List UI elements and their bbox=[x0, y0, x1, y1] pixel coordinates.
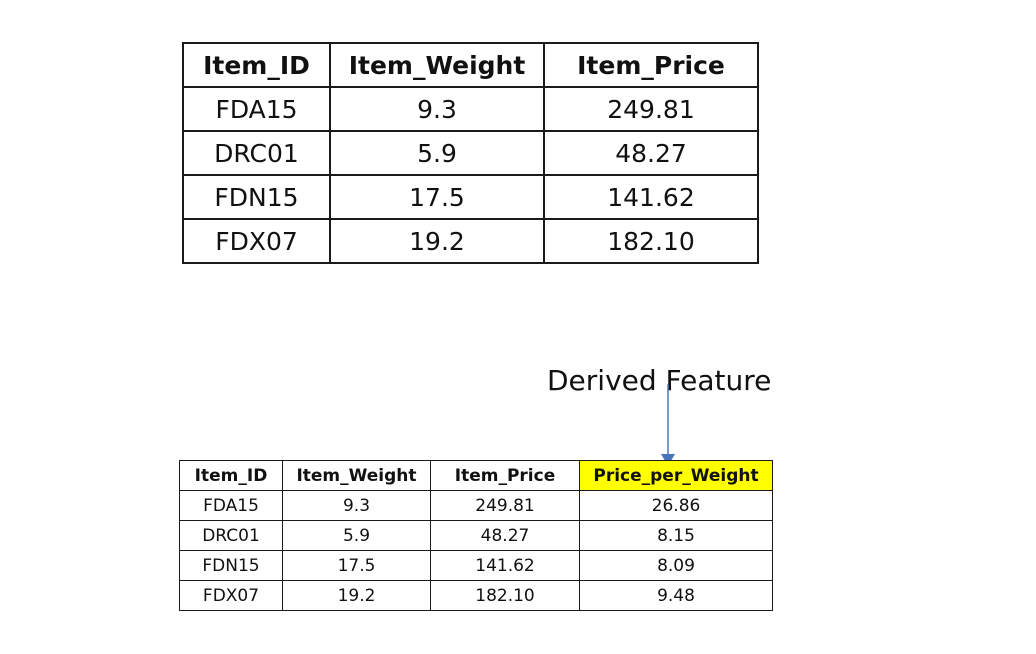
table-row: FDA15 9.3 249.81 bbox=[182, 86, 759, 132]
cell-item-id: DRC01 bbox=[182, 130, 331, 176]
table-row: FDN15 17.5 141.62 bbox=[182, 174, 759, 220]
cell-item-weight: 9.3 bbox=[282, 490, 431, 521]
cell-item-price: 182.10 bbox=[430, 580, 580, 611]
original-table: Item_ID Item_Weight Item_Price FDA15 9.3… bbox=[182, 42, 759, 264]
derived-table: Item_ID Item_Weight Item_Price Price_per… bbox=[179, 460, 773, 611]
cell-item-price: 141.62 bbox=[543, 174, 759, 220]
cell-item-weight: 5.9 bbox=[329, 130, 545, 176]
down-arrow-icon bbox=[661, 384, 675, 466]
table-row: DRC01 5.9 48.27 bbox=[182, 130, 759, 176]
cell-item-id: FDA15 bbox=[179, 490, 283, 521]
header-item-id: Item_ID bbox=[179, 460, 283, 491]
cell-item-id: DRC01 bbox=[179, 520, 283, 551]
header-item-price: Item_Price bbox=[430, 460, 580, 491]
header-item-weight: Item_Weight bbox=[282, 460, 431, 491]
cell-item-price: 249.81 bbox=[430, 490, 580, 521]
header-item-id: Item_ID bbox=[182, 42, 331, 88]
cell-item-price: 48.27 bbox=[430, 520, 580, 551]
cell-item-price: 48.27 bbox=[543, 130, 759, 176]
cell-item-id: FDX07 bbox=[179, 580, 283, 611]
cell-price-per-weight: 26.86 bbox=[579, 490, 773, 521]
header-item-weight: Item_Weight bbox=[329, 42, 545, 88]
cell-item-price: 182.10 bbox=[543, 218, 759, 264]
cell-item-weight: 17.5 bbox=[282, 550, 431, 581]
cell-price-per-weight: 8.09 bbox=[579, 550, 773, 581]
cell-item-weight: 9.3 bbox=[329, 86, 545, 132]
table-row: DRC01 5.9 48.27 8.15 bbox=[179, 520, 773, 551]
table-row: FDX07 19.2 182.10 bbox=[182, 218, 759, 264]
cell-item-id: FDA15 bbox=[182, 86, 331, 132]
table-row: FDN15 17.5 141.62 8.09 bbox=[179, 550, 773, 581]
derived-feature-label: Derived Feature bbox=[547, 364, 772, 397]
cell-item-weight: 5.9 bbox=[282, 520, 431, 551]
cell-item-weight: 19.2 bbox=[282, 580, 431, 611]
cell-price-per-weight: 9.48 bbox=[579, 580, 773, 611]
cell-item-id: FDN15 bbox=[179, 550, 283, 581]
original-table-header-row: Item_ID Item_Weight Item_Price bbox=[182, 42, 759, 88]
cell-item-weight: 17.5 bbox=[329, 174, 545, 220]
cell-price-per-weight: 8.15 bbox=[579, 520, 773, 551]
header-price-per-weight: Price_per_Weight bbox=[579, 460, 773, 491]
table-row: FDA15 9.3 249.81 26.86 bbox=[179, 490, 773, 521]
cell-item-price: 249.81 bbox=[543, 86, 759, 132]
cell-item-id: FDN15 bbox=[182, 174, 331, 220]
cell-item-weight: 19.2 bbox=[329, 218, 545, 264]
cell-item-id: FDX07 bbox=[182, 218, 331, 264]
derived-table-header-row: Item_ID Item_Weight Item_Price Price_per… bbox=[179, 460, 773, 491]
header-item-price: Item_Price bbox=[543, 42, 759, 88]
table-row: FDX07 19.2 182.10 9.48 bbox=[179, 580, 773, 611]
cell-item-price: 141.62 bbox=[430, 550, 580, 581]
